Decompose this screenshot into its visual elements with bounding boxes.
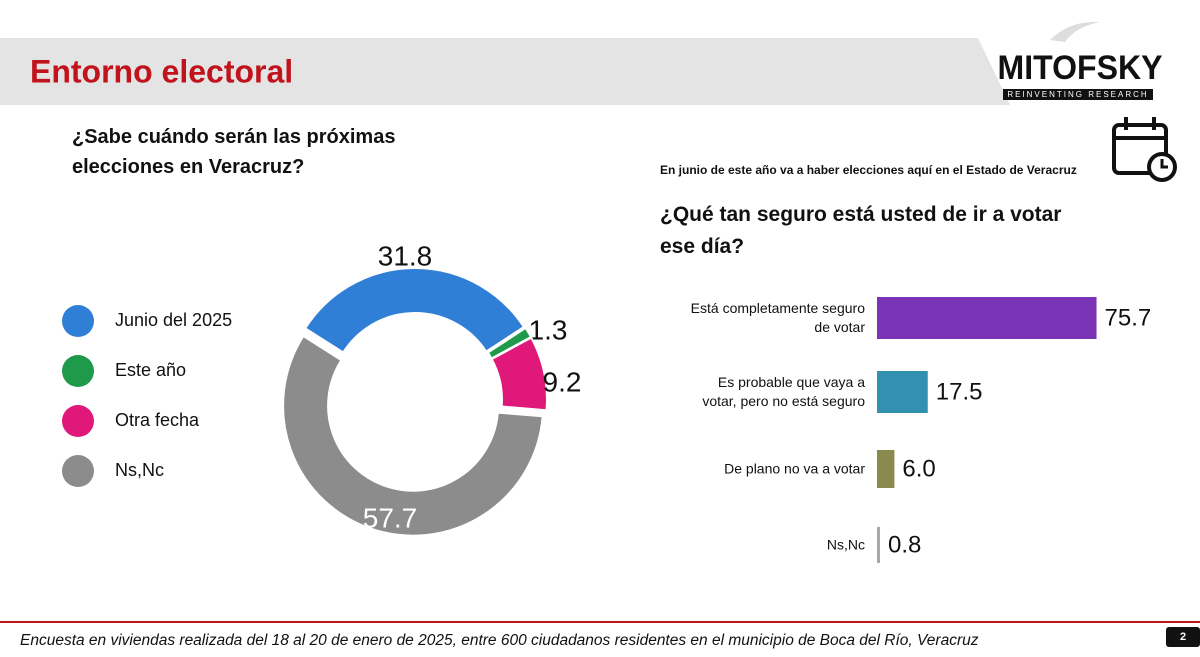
data-label: 31.8 bbox=[378, 240, 433, 271]
legend-swatch bbox=[62, 455, 94, 487]
category-label: Es probable que vaya a votar, pero no es… bbox=[702, 374, 865, 409]
page-box bbox=[1166, 627, 1200, 647]
donut-segment bbox=[282, 334, 544, 537]
legend-label: Otra fecha bbox=[115, 410, 200, 430]
chart-title: ¿Qué tan seguro está usted de ir a votar… bbox=[660, 203, 1062, 258]
data-label: 0.8 bbox=[888, 531, 921, 558]
calendar-icon bbox=[1112, 117, 1177, 182]
donut-segment bbox=[490, 336, 548, 412]
data-label: 75.7 bbox=[1105, 304, 1152, 331]
logo-name: MITOFSKY bbox=[998, 49, 1163, 87]
footer-note: Encuesta en viviendas realizada del 18 a… bbox=[20, 632, 979, 649]
logo-bar bbox=[1003, 89, 1153, 100]
page-number: 2 bbox=[1180, 631, 1186, 643]
legend-label: Ns,Nc bbox=[115, 460, 164, 480]
header-banner bbox=[0, 38, 1010, 105]
chart-title: ¿Sabe cuándo serán las próximas eleccion… bbox=[72, 126, 396, 178]
category-label: De plano no va a votar bbox=[724, 460, 865, 477]
bar bbox=[877, 450, 895, 488]
legend-label: Junio del 2025 bbox=[115, 310, 232, 330]
logo-mark bbox=[1050, 21, 1100, 42]
donut-segment bbox=[303, 267, 526, 354]
logo-tagline: REINVENTING RESEARCH bbox=[1007, 90, 1148, 99]
page-title: Entorno electoral bbox=[30, 53, 293, 89]
data-label: 17.5 bbox=[936, 378, 983, 405]
legend-swatch bbox=[62, 405, 94, 437]
data-label: 9.2 bbox=[543, 366, 582, 397]
bar bbox=[877, 297, 1097, 339]
category-label: Ns,Nc bbox=[826, 536, 865, 553]
data-label: 1.3 bbox=[529, 314, 568, 345]
bar bbox=[877, 527, 880, 563]
legend-label: Este año bbox=[115, 360, 186, 380]
data-label: 57.7 bbox=[363, 502, 418, 533]
data-label: 6.0 bbox=[902, 455, 935, 482]
legend-swatch bbox=[62, 355, 94, 387]
bar bbox=[877, 371, 928, 413]
chart-subtitle: En junio de este año va a haber eleccion… bbox=[660, 163, 1077, 177]
category-label: Está completamente seguro de votar bbox=[690, 300, 865, 335]
legend-swatch bbox=[62, 305, 94, 337]
